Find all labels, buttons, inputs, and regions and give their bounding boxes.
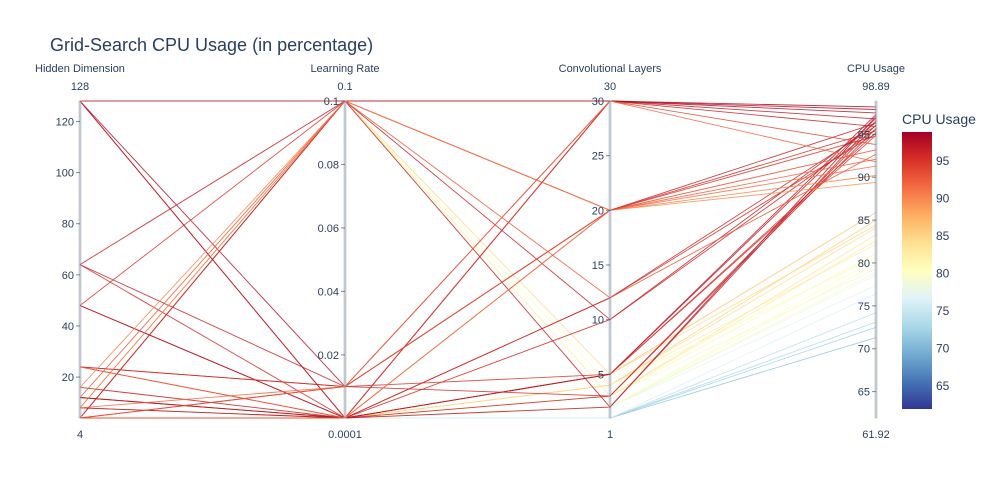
- data-line: [79, 274, 877, 419]
- axis-title: CPU Usage: [847, 63, 905, 75]
- data-line: [79, 100, 877, 409]
- colorbar-tick-label: 95: [936, 154, 950, 168]
- data-line: [79, 114, 877, 419]
- axis-title: Learning Rate: [310, 63, 379, 75]
- axis-tick-label: 60: [62, 270, 74, 282]
- axis-title: Hidden Dimension: [35, 63, 125, 75]
- colorbar-tick-label: 90: [936, 192, 950, 206]
- data-line: [79, 128, 877, 419]
- axis-tick-label: 95: [858, 129, 870, 141]
- data-line: [80, 326, 877, 419]
- axis-tick-label: 20: [62, 372, 74, 384]
- chart-title: Grid-Search CPU Usage (in percentage): [50, 35, 373, 55]
- data-line: [79, 158, 877, 419]
- colorbar-tick-label: 65: [936, 379, 950, 393]
- axis-range-min-label: 0.0001: [328, 429, 362, 441]
- axis-range-max-label: 0.1: [337, 81, 352, 93]
- colorbar-gradient: [902, 132, 932, 409]
- axis[interactable]: Hidden Dimension 128 4 20 40 60 80 100 120: [35, 63, 125, 441]
- axis-tick-label: 65: [858, 387, 870, 399]
- data-line: [80, 264, 877, 419]
- colorbar-tick-label: 75: [936, 304, 950, 318]
- colorbar-ticks: 65 70 75 80 85 90 95: [936, 154, 950, 393]
- colorbar-title: CPU Usage: [902, 111, 976, 127]
- data-line: [79, 149, 877, 419]
- axis-tick-label: 70: [858, 344, 870, 356]
- axis-tick-label: 25: [592, 151, 604, 163]
- axis-tick-label: 15: [592, 260, 604, 272]
- axis-range-max-label: 30: [604, 81, 616, 93]
- axis-bar: [874, 100, 878, 419]
- axis[interactable]: CPU Usage 98.89 61.92 65 70 75 80 85 90 95: [847, 63, 905, 441]
- axis-range-min-label: 4: [77, 429, 83, 441]
- axis-tick-label: 100: [56, 168, 74, 180]
- axis-tick-label: 0.06: [318, 223, 339, 235]
- axis-tick-label: 30: [592, 96, 604, 108]
- axis-tick-label: 0.1: [324, 96, 339, 108]
- axis-tick-label: 10: [592, 315, 604, 327]
- axis-tick-label: 0.04: [318, 286, 339, 298]
- axis-title: Convolutional Layers: [559, 63, 662, 75]
- axis-tick-label: 40: [62, 321, 74, 333]
- axis-tick-label: 5: [598, 369, 604, 381]
- axes: Hidden Dimension128420406080100120Learni…: [35, 63, 905, 441]
- data-line: [80, 253, 877, 419]
- axis-tick-label: 120: [56, 116, 74, 128]
- axis-range-max-label: 98.89: [862, 81, 890, 93]
- axis-tick-label: 85: [858, 215, 870, 227]
- data-line: [79, 100, 877, 408]
- data-lines: [79, 100, 877, 419]
- colorbar: CPU Usage 65 70 75 80 85 90 95: [902, 111, 976, 409]
- axis-tick-label: 80: [858, 258, 870, 270]
- data-line: [80, 181, 877, 419]
- axis-tick-label: 80: [62, 219, 74, 231]
- data-line: [80, 100, 877, 419]
- axis-tick-label: 0.08: [318, 159, 339, 171]
- axis-tick-label: 20: [592, 205, 604, 217]
- colorbar-tick-label: 80: [936, 267, 950, 281]
- data-line: [79, 100, 877, 419]
- axis[interactable]: Learning Rate 0.1 0.0001 0.02 0.04 0.06 0.08 0.…: [310, 63, 379, 441]
- axis-bar: [78, 100, 82, 419]
- data-line: [79, 100, 877, 398]
- axis-tick-label: 90: [858, 172, 870, 184]
- data-line: [80, 100, 877, 120]
- axis-range-min-label: 61.92: [862, 429, 890, 441]
- axis-range-max-label: 128: [71, 81, 89, 93]
- data-line: [79, 100, 877, 409]
- data-line: [79, 259, 877, 419]
- colorbar-tick-label: 70: [936, 341, 950, 355]
- axis-tick-label: 75: [858, 301, 870, 313]
- axis-tick-label: 0.02: [318, 350, 339, 362]
- colorbar-tick-label: 85: [936, 229, 950, 243]
- axis-range-min-label: 1: [607, 429, 613, 441]
